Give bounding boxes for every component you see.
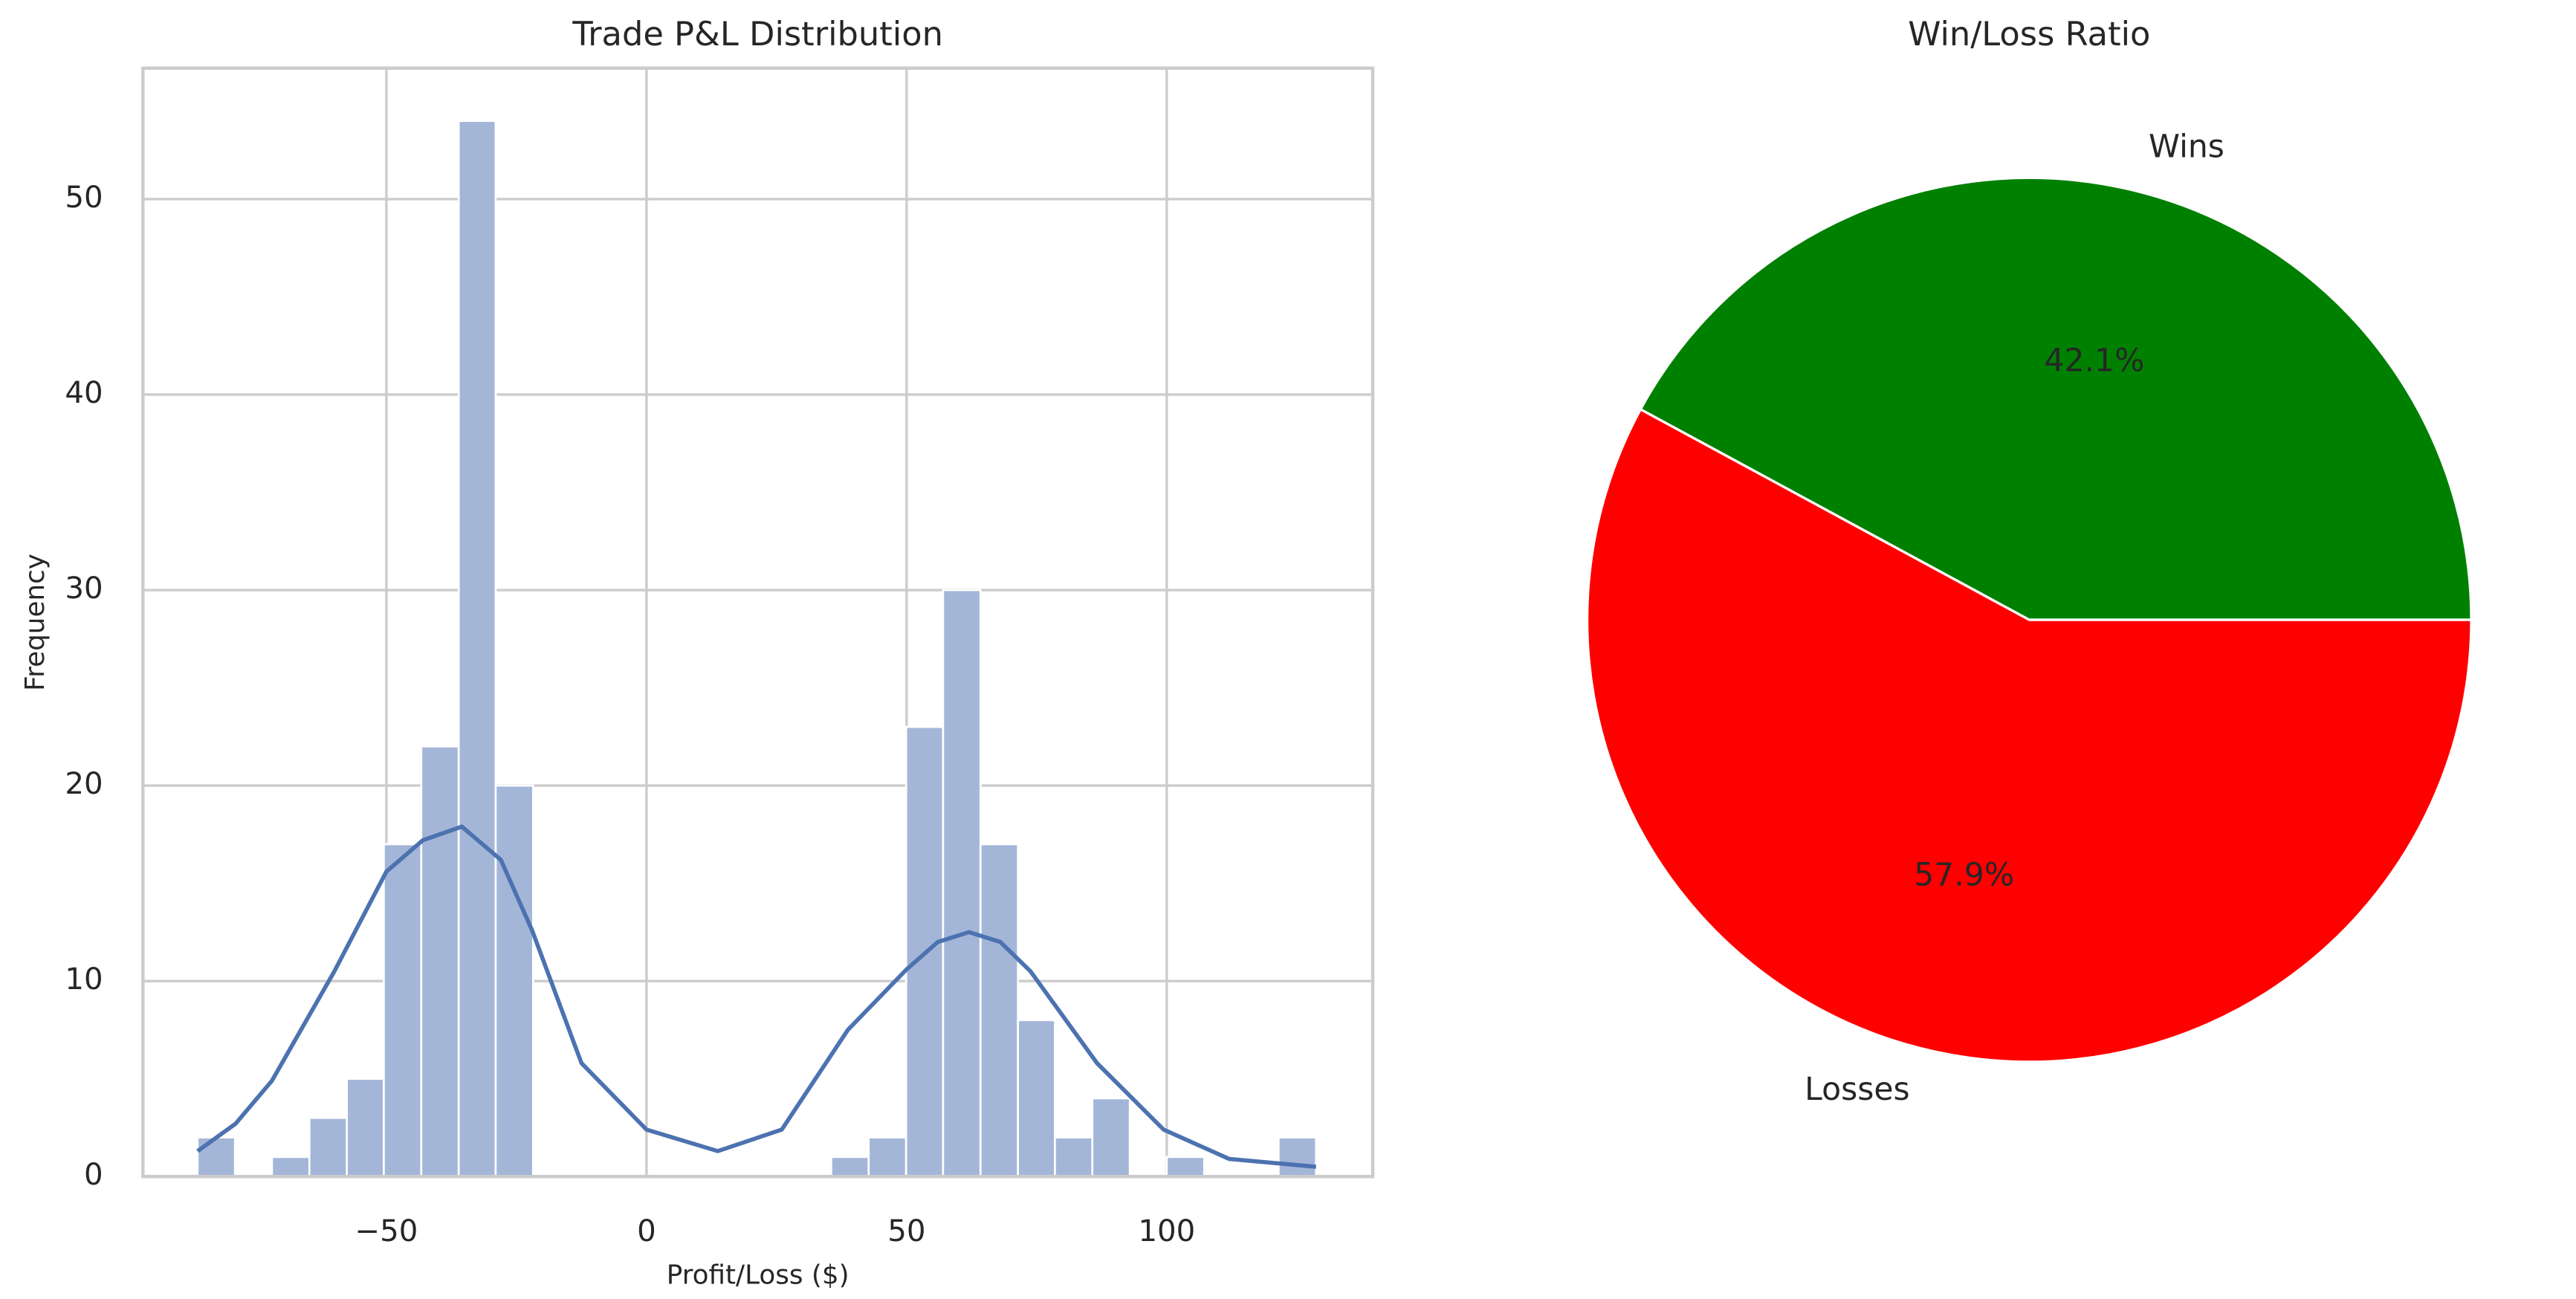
- chart-title: Win/Loss Ratio: [1908, 14, 2150, 54]
- histogram-bar: [271, 1156, 311, 1178]
- histogram-bar: [346, 1078, 385, 1178]
- histogram-bar: [308, 1116, 349, 1178]
- x-axis-label: Profit/Loss ($): [667, 1260, 850, 1290]
- histogram-bar: [1091, 1097, 1131, 1178]
- kde-line: [196, 824, 1316, 1169]
- histogram-bar: [979, 843, 1020, 1178]
- x-tick-label: 50: [887, 1214, 925, 1248]
- histogram-bar: [1165, 1156, 1206, 1178]
- y-tick-label: 10: [65, 962, 103, 997]
- histogram-bar: [1017, 1019, 1056, 1178]
- y-tick-label: 50: [65, 181, 103, 215]
- chart-title: Trade P&L Distribution: [572, 14, 943, 54]
- y-tick-label: 30: [65, 571, 103, 606]
- plot-frame: [141, 66, 1375, 1179]
- y-tick-label: 0: [84, 1158, 103, 1192]
- histogram-bar: [867, 1136, 907, 1178]
- y-tick-label: 20: [65, 767, 103, 801]
- histogram-bar: [1278, 1136, 1318, 1178]
- histogram-bar: [457, 120, 497, 1178]
- histogram-bar: [942, 589, 982, 1178]
- histogram-bar: [494, 784, 534, 1178]
- slice-value-label: 57.9%: [1914, 858, 2014, 894]
- slice-label: Wins: [2149, 129, 2224, 165]
- x-tick-label: 100: [1138, 1214, 1195, 1248]
- histogram-bar: [383, 843, 423, 1178]
- x-tick-label: 0: [637, 1214, 656, 1248]
- pie-slice: [1585, 407, 2473, 1063]
- x-tick-label: −50: [355, 1214, 418, 1248]
- histogram-bar: [196, 1136, 236, 1178]
- histogram-bar: [830, 1156, 870, 1178]
- histogram-bar: [1054, 1136, 1094, 1178]
- slice-value-label: 42.1%: [2045, 343, 2145, 380]
- histogram-bar: [420, 745, 460, 1178]
- y-axis-label: Frequency: [20, 554, 51, 691]
- pie-slice: [1639, 176, 2473, 621]
- y-tick-label: 40: [65, 376, 103, 410]
- slice-label: Losses: [1805, 1072, 1909, 1108]
